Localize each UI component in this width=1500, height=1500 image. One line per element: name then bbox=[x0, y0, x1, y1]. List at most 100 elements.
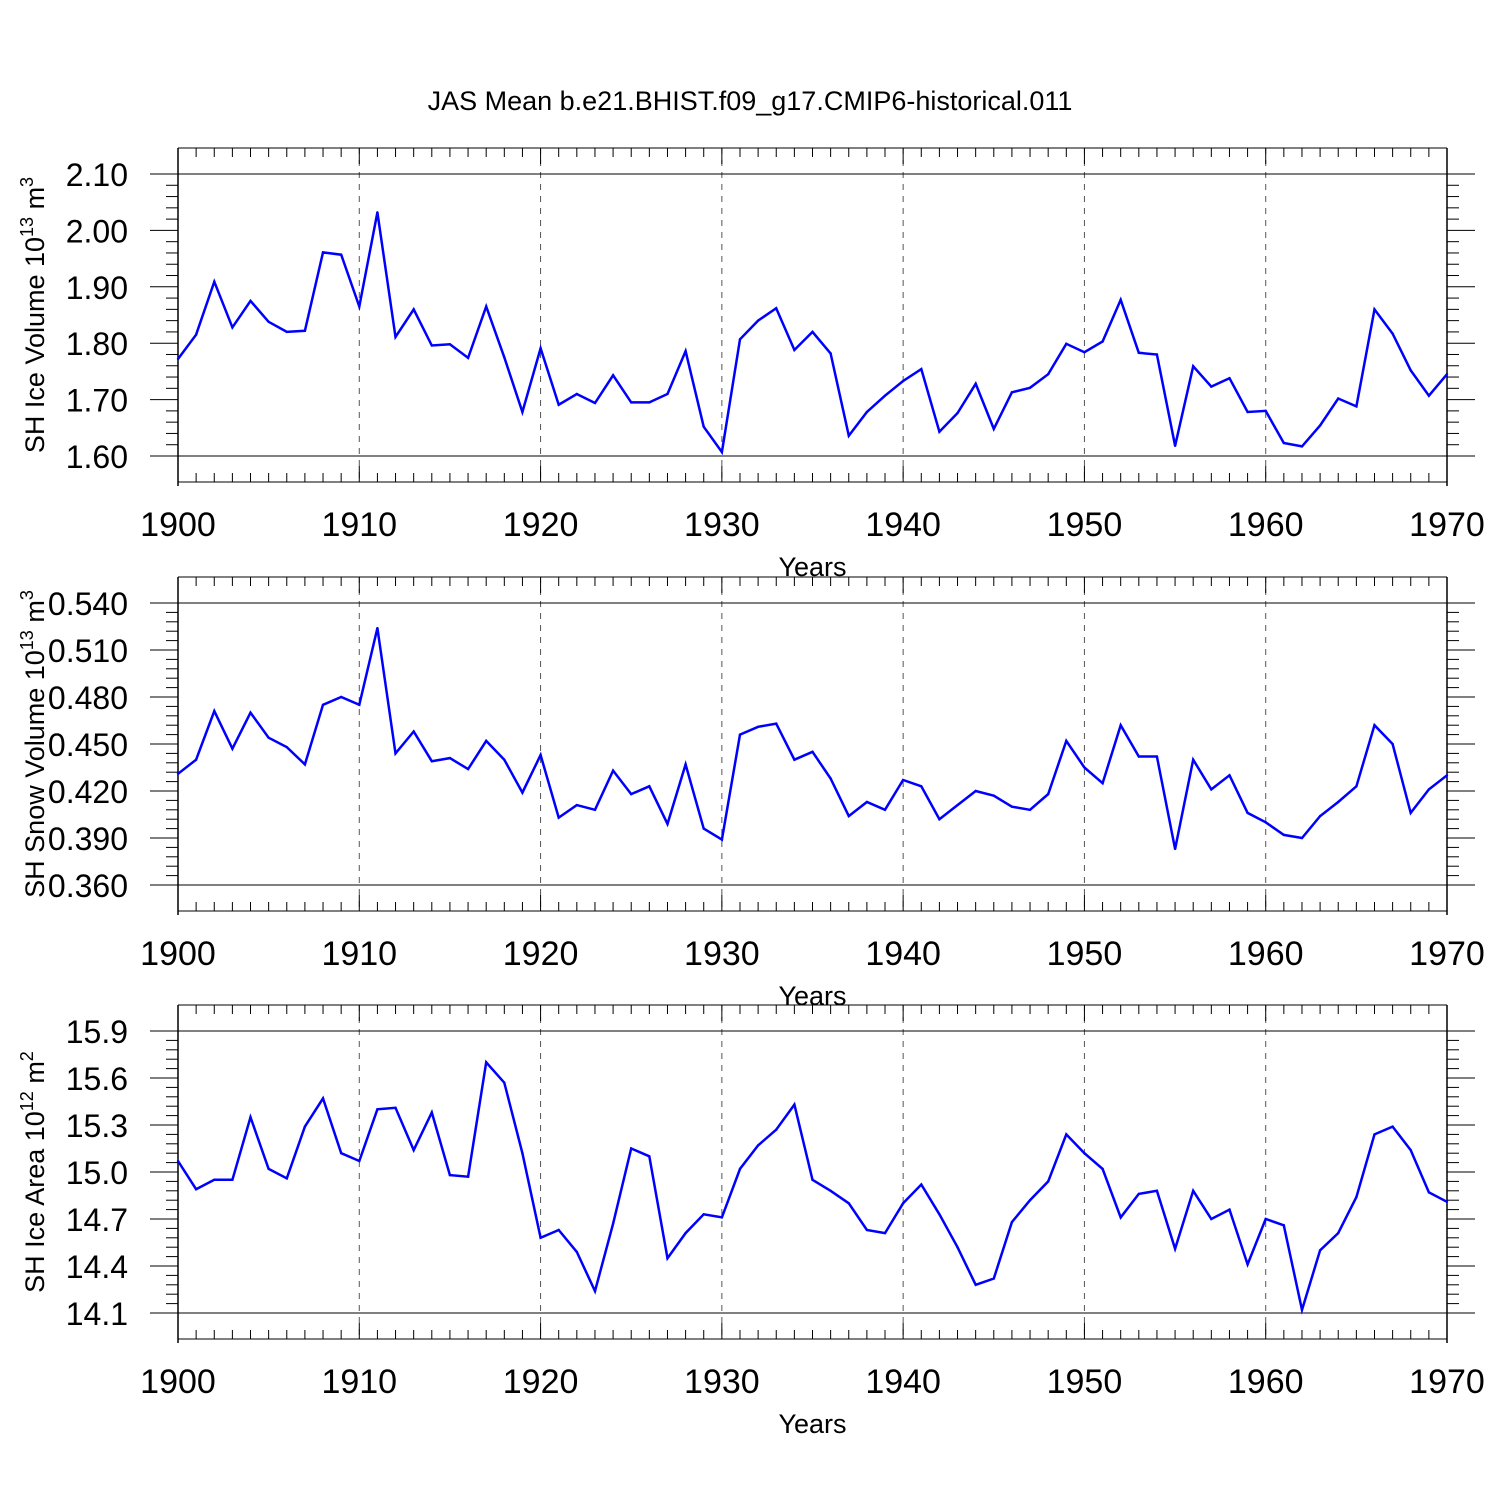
data-point bbox=[213, 280, 216, 283]
data-point bbox=[213, 1178, 216, 1182]
data-point bbox=[176, 1159, 180, 1163]
data-point bbox=[1046, 1180, 1050, 1183]
data-point bbox=[575, 1250, 579, 1254]
data-point bbox=[213, 709, 216, 713]
data-point bbox=[593, 808, 597, 811]
data-point bbox=[992, 427, 995, 431]
data-point bbox=[1083, 351, 1086, 354]
figure-title: JAS Mean b.e21.BHIST.f09_g17.CMIP6-histo… bbox=[427, 86, 1073, 116]
data-point bbox=[1065, 1133, 1068, 1136]
data-point bbox=[666, 822, 669, 826]
data-point bbox=[448, 1173, 452, 1177]
data-point bbox=[793, 1103, 796, 1106]
data-point bbox=[1155, 353, 1159, 356]
data-point bbox=[756, 319, 760, 322]
y-tick-label: 14.1 bbox=[66, 1296, 128, 1332]
data-point bbox=[430, 760, 433, 763]
data-point bbox=[666, 1256, 669, 1260]
x-tick-label: 1920 bbox=[503, 1363, 579, 1401]
data-point bbox=[339, 253, 343, 256]
series-line bbox=[176, 1059, 1448, 1315]
y-tick-label: 0.390 bbox=[48, 821, 128, 857]
data-point bbox=[865, 800, 869, 804]
x-tick-label: 1940 bbox=[865, 506, 941, 544]
data-point bbox=[1119, 724, 1122, 727]
series-line bbox=[177, 627, 1448, 850]
data-point bbox=[194, 1188, 198, 1191]
y-tick-label: 0.510 bbox=[48, 633, 128, 669]
data-point bbox=[539, 1236, 542, 1240]
data-point bbox=[1210, 385, 1213, 388]
data-point bbox=[1228, 376, 1231, 380]
y-axis-label-part: 3 bbox=[17, 590, 37, 600]
data-point bbox=[811, 330, 814, 334]
data-point bbox=[829, 352, 832, 355]
data-point bbox=[448, 756, 452, 760]
data-point bbox=[321, 251, 325, 254]
y-tick-label: 15.6 bbox=[66, 1061, 128, 1097]
data-point bbox=[267, 320, 270, 323]
data-point bbox=[575, 392, 579, 396]
x-tick-label: 1940 bbox=[865, 935, 941, 973]
data-point bbox=[412, 308, 415, 311]
data-point bbox=[1445, 774, 1449, 777]
x-tick-label: 1970 bbox=[1409, 506, 1485, 544]
data-point bbox=[956, 411, 959, 415]
y-axis-label-part: SH Ice Volume 10 bbox=[20, 237, 50, 453]
data-point bbox=[829, 777, 832, 780]
data-point bbox=[466, 767, 470, 771]
y-tick-label: 0.480 bbox=[48, 680, 128, 716]
x-tick-label: 1910 bbox=[321, 935, 397, 973]
data-point bbox=[1318, 424, 1322, 427]
data-point bbox=[847, 814, 850, 818]
data-point bbox=[1210, 1217, 1213, 1221]
data-point bbox=[249, 1115, 252, 1119]
y-tick-label: 14.4 bbox=[66, 1249, 128, 1285]
data-point bbox=[1046, 792, 1050, 796]
data-point bbox=[883, 1231, 887, 1235]
data-point bbox=[575, 803, 579, 807]
data-point bbox=[1355, 405, 1358, 408]
data-point bbox=[557, 1228, 560, 1232]
data-point bbox=[775, 307, 778, 310]
data-point bbox=[1409, 1148, 1412, 1152]
x-tick-label: 1960 bbox=[1228, 506, 1304, 544]
panel-snow-volume: 0.360 0.390 0.420 0.450 0.480 0.510 0.540 1900 1… bbox=[17, 576, 1485, 1011]
data-point bbox=[1373, 308, 1376, 311]
y-axis-label-part: m bbox=[20, 1061, 50, 1091]
x-tick-label: 1940 bbox=[865, 1363, 941, 1401]
data-point bbox=[1173, 1247, 1177, 1250]
data-point bbox=[1192, 365, 1195, 368]
data-point bbox=[1028, 386, 1032, 389]
data-point bbox=[684, 1231, 687, 1235]
x-tick-label: 1960 bbox=[1228, 935, 1304, 973]
x-tick-label: 1970 bbox=[1409, 935, 1485, 973]
data-point bbox=[194, 758, 198, 761]
data-point bbox=[521, 791, 524, 794]
y-axis-label-part: SH Ice Area 10 bbox=[20, 1111, 50, 1293]
data-point bbox=[1355, 1195, 1358, 1199]
x-tick-label: 1910 bbox=[321, 506, 397, 544]
data-point bbox=[920, 1183, 923, 1186]
data-point bbox=[503, 1081, 506, 1084]
data-point bbox=[1192, 758, 1195, 761]
y-tick-label: 1.60 bbox=[66, 439, 128, 475]
y-tick-label: 0.450 bbox=[48, 727, 128, 763]
data-point bbox=[1264, 821, 1267, 824]
data-point bbox=[1282, 1224, 1286, 1227]
data-point bbox=[1337, 397, 1340, 400]
data-point bbox=[702, 1213, 705, 1216]
data-point bbox=[557, 403, 560, 406]
data-point bbox=[1409, 811, 1412, 815]
data-point bbox=[1445, 1200, 1449, 1203]
data-point bbox=[1391, 332, 1394, 335]
data-point bbox=[466, 1175, 470, 1178]
data-point bbox=[720, 838, 724, 841]
data-point bbox=[938, 430, 941, 433]
data-point bbox=[611, 1222, 615, 1225]
data-point bbox=[1246, 1263, 1249, 1266]
data-point bbox=[412, 1148, 415, 1152]
y-axis-label: SH Snow Volume 1013 m3 bbox=[17, 590, 50, 898]
data-point bbox=[176, 357, 180, 361]
